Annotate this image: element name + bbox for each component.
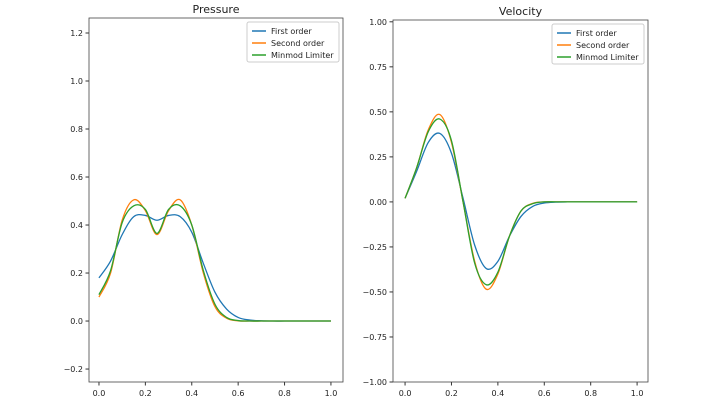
- y-tick-label: 1.00: [369, 18, 387, 27]
- x-tick-label: 0.2: [445, 389, 458, 398]
- x-tick-label: 0.8: [278, 389, 291, 398]
- x-tick-label: 0.4: [492, 389, 505, 398]
- y-tick-label: 0.6: [70, 173, 83, 182]
- legend-label: First order: [576, 29, 617, 38]
- x-tick-label: 0.0: [93, 389, 106, 398]
- y-tick-label: 0.50: [369, 108, 387, 117]
- y-tick-label: −0.75: [362, 333, 387, 342]
- chart-title: Velocity: [499, 5, 543, 18]
- y-tick-label: −0.50: [362, 288, 387, 297]
- y-tick-label: 0.00: [369, 198, 387, 207]
- x-tick-label: 1.0: [325, 389, 338, 398]
- legend-label: Second order: [271, 39, 325, 48]
- y-tick-label: 0.8: [70, 125, 83, 134]
- y-tick-label: 0.0: [70, 317, 83, 326]
- subplot-velocity: Velocity 0.0 0.2 0.4 0.6 0.8 1.0 −1.00 −0.75 −0.5…: [362, 5, 649, 398]
- series-line-minmod-limiter: [98, 203, 331, 322]
- legend-label: First order: [271, 27, 312, 36]
- y-tick-label: 0.75: [369, 63, 387, 72]
- series-line-minmod-limiter: [404, 118, 638, 286]
- y-tick-label: −1.00: [362, 378, 387, 387]
- axes-frame: [392, 19, 649, 383]
- y-tick-label: −0.2: [64, 365, 83, 374]
- subplot-pressure: Pressure 0.0 0.2 0.4 0.6 0.8 1.0 −0.2 0.0 0.2 0.4 0…: [64, 3, 344, 398]
- legend-label: Minmod Limiter: [576, 53, 639, 62]
- y-tick-label: 1.0: [70, 77, 83, 86]
- x-tick-label: 0.6: [538, 389, 551, 398]
- x-tick-label: 1.0: [631, 389, 644, 398]
- y-tick-label: 1.2: [70, 29, 83, 38]
- legend-box: [246, 21, 340, 63]
- series-line-first-order: [404, 132, 638, 270]
- y-tick-label: 0.25: [369, 153, 387, 162]
- y-tick-label: 0.4: [70, 221, 83, 230]
- legend-label: Minmod Limiter: [271, 51, 334, 60]
- x-tick-label: 0.6: [232, 389, 245, 398]
- legend: First order Second order Minmod Limiter: [246, 21, 340, 63]
- x-tick-label: 0.0: [399, 389, 412, 398]
- y-tick-label: −0.25: [362, 243, 387, 252]
- legend-box: [551, 23, 645, 65]
- legend: First order Second order Minmod Limiter: [551, 23, 645, 65]
- legend-label: Second order: [576, 41, 630, 50]
- x-tick-label: 0.8: [584, 389, 597, 398]
- axes-frame: [88, 17, 344, 383]
- y-tick-label: 0.2: [70, 269, 83, 278]
- x-tick-label: 0.4: [185, 389, 198, 398]
- x-tick-label: 0.2: [139, 389, 152, 398]
- chart-title: Pressure: [193, 3, 240, 16]
